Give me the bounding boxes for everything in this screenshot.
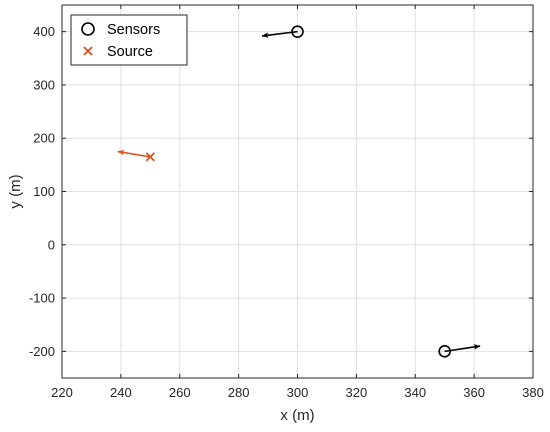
y-tick-label: 200 (33, 131, 55, 146)
data-marks (117, 25, 481, 358)
y-tick-label: 0 (48, 237, 55, 252)
x-tick-label: 360 (463, 385, 485, 400)
x-tick-label: 320 (346, 385, 368, 400)
x-tick-label: 340 (404, 385, 426, 400)
x-tick-label: 380 (522, 385, 544, 400)
legend-source-x-stroke (83, 46, 93, 56)
legend: Sensors Source (70, 14, 188, 66)
x-tick-label: 220 (51, 385, 73, 400)
x-tick-labels: 220 240 260 280 300 320 340 360 380 (51, 385, 544, 400)
source-point (145, 152, 155, 162)
legend-source-marker (83, 46, 93, 56)
y-tick-labels: -200 -100 0 100 200 300 400 (29, 24, 55, 359)
sensor-point (438, 345, 451, 358)
legend-sensors-label: Sensors (107, 22, 160, 38)
y-tick-label: -200 (29, 344, 55, 359)
x-tick-label: 300 (287, 385, 309, 400)
velocity-arrow (117, 149, 151, 158)
legend-source-label: Source (107, 44, 153, 60)
legend-sensors-marker (81, 22, 95, 36)
y-tick-label: 300 (33, 77, 55, 92)
source-x-stroke (145, 152, 155, 162)
x-tick-label: 280 (228, 385, 250, 400)
y-axis-label: y (m) (7, 174, 24, 208)
axis-ticks (61, 5, 534, 378)
y-tick-label: -100 (29, 291, 55, 306)
x-axis-label: x (m) (280, 407, 314, 424)
x-tick-label: 260 (169, 385, 191, 400)
sensor-point (291, 25, 304, 38)
y-tick-label: 400 (33, 24, 55, 39)
x-tick-label: 240 (110, 385, 132, 400)
gridlines (62, 5, 533, 378)
y-tick-label: 100 (33, 184, 55, 199)
